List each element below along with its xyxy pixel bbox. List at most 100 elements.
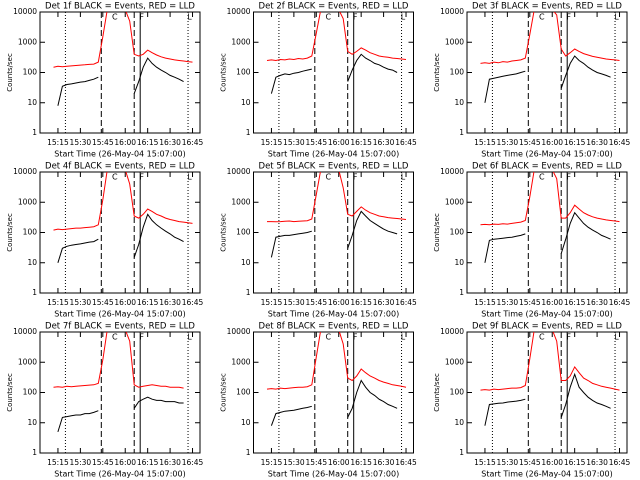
x-tick-label: 16:15 <box>350 298 372 307</box>
annotation: F <box>139 173 144 182</box>
x-tick-label: 16:45 <box>395 298 417 307</box>
x-tick-label: 16:45 <box>395 138 417 147</box>
y-tick-label: 100 <box>450 228 465 237</box>
annotation: L <box>401 333 406 342</box>
x-axis-label: Start Time (26-May-04 15:07:00) <box>268 470 399 479</box>
x-axis-label: Start Time (26-May-04 15:07:00) <box>481 310 612 319</box>
x-tick-label: 15:30 <box>497 298 519 307</box>
x-tick-label: 16:45 <box>609 458 631 467</box>
x-tick-label: 16:15 <box>564 458 586 467</box>
series-line <box>480 332 620 391</box>
x-tick-label: 16:30 <box>586 298 608 307</box>
x-tick-label: 15:30 <box>70 458 92 467</box>
series-line <box>480 12 620 64</box>
y-tick-label: 1000 <box>231 357 250 366</box>
panel-title: Det 4f BLACK = Events, RED = LLD <box>45 162 195 172</box>
annotation: C <box>539 13 545 22</box>
x-tick-label: 15:30 <box>70 138 92 147</box>
x-tick-label: 16:45 <box>182 458 204 467</box>
series-line <box>133 396 184 409</box>
x-tick-label: 16:00 <box>328 458 350 467</box>
x-tick-label: 15:15 <box>47 138 69 147</box>
y-tick-label: 1 <box>32 128 37 137</box>
x-tick-label: 16:30 <box>373 298 395 307</box>
x-tick-label: 15:45 <box>519 458 541 467</box>
panel: Det 5f BLACK = Events, RED = LLD Start Ti… <box>220 162 418 319</box>
annotation: L <box>187 333 192 342</box>
series-line <box>266 12 407 62</box>
y-tick-label: 1 <box>246 288 251 297</box>
x-axis-label: Start Time (26-May-04 15:07:00) <box>268 310 399 319</box>
annotation: C <box>112 13 118 22</box>
x-axis-label: Start Time (26-May-04 15:07:00) <box>481 150 612 159</box>
x-tick-label: 16:30 <box>159 298 181 307</box>
x-tick-label: 16:30 <box>159 458 181 467</box>
panel: Det 2f BLACK = Events, RED = LLD Start Ti… <box>220 2 418 159</box>
y-tick-label: 1000 <box>18 197 37 206</box>
panel: Det 3f BLACK = Events, RED = LLD Start Ti… <box>433 2 631 159</box>
y-tick-label: 1000 <box>18 37 37 46</box>
y-tick-label: 10 <box>27 258 37 267</box>
x-tick-label: 16:15 <box>564 138 586 147</box>
y-axis-label: Counts/sec <box>433 373 441 412</box>
y-tick-label: 10 <box>454 258 464 267</box>
x-tick-label: 15:45 <box>519 298 541 307</box>
x-tick-label: 15:15 <box>261 458 283 467</box>
panel-title: Det 5f BLACK = Events, RED = LLD <box>259 162 409 172</box>
x-tick-label: 15:30 <box>497 138 519 147</box>
annotation: C <box>539 333 545 342</box>
panel: Det 9f BLACK = Events, RED = LLD Start Ti… <box>433 322 631 479</box>
series-line <box>560 211 611 254</box>
y-tick-label: 1000 <box>445 197 464 206</box>
x-axis-label: Start Time (26-May-04 15:07:00) <box>481 470 612 479</box>
y-axis-label: Counts/sec <box>220 53 228 92</box>
y-axis-label: Counts/sec <box>6 373 14 412</box>
x-tick-label: 16:15 <box>137 138 159 147</box>
panel: Det 7f BLACK = Events, RED = LLD Start Ti… <box>6 322 204 479</box>
x-tick-label: 15:15 <box>474 458 496 467</box>
y-tick-label: 1 <box>246 128 251 137</box>
x-tick-label: 16:45 <box>609 298 631 307</box>
y-tick-label: 10000 <box>440 7 464 16</box>
series-line <box>347 210 398 249</box>
series-line <box>484 398 526 426</box>
annotation: F <box>566 173 571 182</box>
x-tick-label: 15:15 <box>474 298 496 307</box>
y-tick-label: 10000 <box>227 7 251 16</box>
y-tick-label: 1 <box>32 448 37 457</box>
annotation: C <box>325 13 331 22</box>
x-tick-label: 16:00 <box>328 138 350 147</box>
x-tick-label: 16:30 <box>586 138 608 147</box>
panel-title: Det 8f BLACK = Events, RED = LLD <box>259 322 409 332</box>
y-tick-label: 100 <box>23 228 38 237</box>
x-tick-label: 16:00 <box>114 458 136 467</box>
y-tick-label: 10000 <box>13 167 37 176</box>
panel: Det 1f BLACK = Events, RED = LLD Start Ti… <box>6 2 204 159</box>
annotation: C <box>325 173 331 182</box>
x-tick-label: 15:15 <box>474 138 496 147</box>
annotation: C <box>112 333 118 342</box>
y-tick-label: 1000 <box>231 197 250 206</box>
series-line <box>484 70 526 103</box>
annotation: C <box>325 333 331 342</box>
x-axis-label: Start Time (26-May-04 15:07:00) <box>54 150 185 159</box>
series-line <box>347 53 398 82</box>
annotation: F <box>566 333 571 342</box>
x-tick-label: 16:15 <box>564 298 586 307</box>
series-line <box>53 172 193 231</box>
x-tick-label: 15:45 <box>92 138 114 147</box>
series-line <box>347 379 398 418</box>
x-tick-label: 16:15 <box>350 458 372 467</box>
panel: Det 6f BLACK = Events, RED = LLD Start Ti… <box>433 162 631 319</box>
x-tick-label: 15:45 <box>305 138 327 147</box>
annotation: F <box>353 333 358 342</box>
x-tick-label: 15:30 <box>283 298 305 307</box>
x-tick-label: 15:15 <box>261 138 283 147</box>
series-line <box>57 76 99 106</box>
x-tick-label: 16:00 <box>114 138 136 147</box>
x-tick-label: 16:00 <box>541 458 563 467</box>
series-line <box>57 410 99 433</box>
x-tick-label: 16:00 <box>328 298 350 307</box>
x-tick-label: 16:45 <box>182 298 204 307</box>
